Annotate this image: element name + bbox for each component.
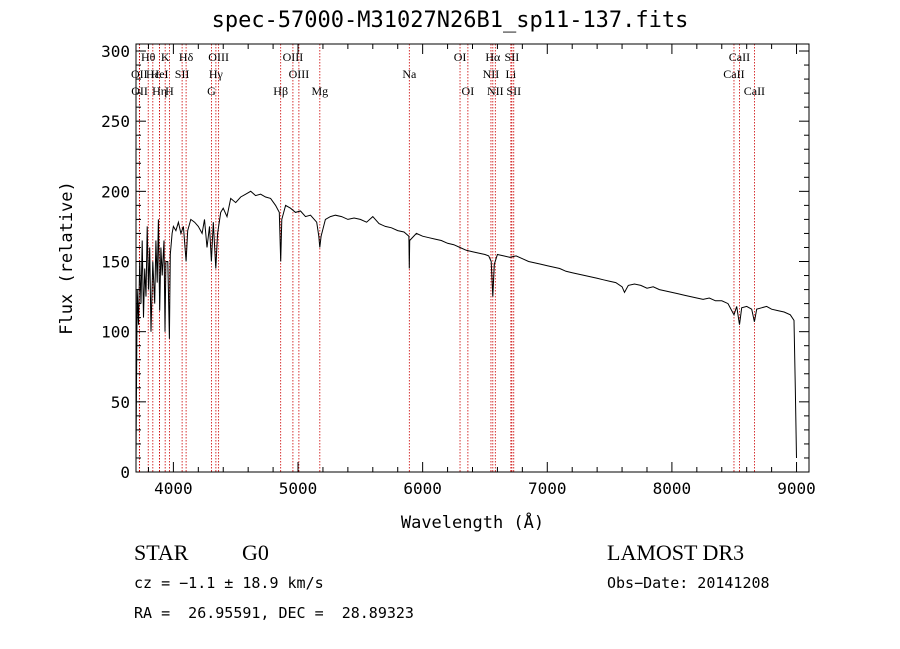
object-class: STAR: [134, 540, 189, 565]
y-axis-label: Flux (relative): [57, 181, 77, 335]
line-label: Hγ: [209, 67, 224, 81]
line-label: HeI: [151, 67, 169, 81]
line-label: SII: [505, 50, 520, 64]
line-label: OII: [131, 84, 148, 98]
line-label: SII: [175, 67, 190, 81]
x-tick-label: 5000: [279, 479, 318, 498]
spectrum-line: [135, 190, 797, 459]
line-label: SII: [506, 84, 521, 98]
line-label: OII: [131, 67, 148, 81]
line-label: H: [165, 84, 174, 98]
line-label: Na: [402, 67, 417, 81]
y-tick-label: 0: [120, 463, 130, 482]
plot-frame: [135, 43, 810, 473]
y-tick-label: 100: [101, 323, 130, 342]
coordinates: RA = 26.95591, DEC = 28.89323: [134, 604, 414, 622]
line-label: Li: [506, 67, 517, 81]
line-label: OIII: [289, 67, 310, 81]
line-label: Hθ: [141, 50, 156, 64]
x-axis-label: Wavelength (Å): [401, 511, 544, 533]
redshift-velocity: cz = −1.1 ± 18.9 km/s: [134, 574, 324, 592]
line-label: Hη: [152, 84, 167, 98]
chart-title: spec-57000-M31027N26B1_sp11-137.fits: [211, 8, 689, 33]
y-tick-label: 50: [111, 393, 130, 412]
line-label: G: [207, 84, 216, 98]
observation-date: Obs−Date: 20141208: [607, 574, 770, 592]
line-label: NII: [487, 84, 504, 98]
line-label: CaII: [744, 84, 765, 98]
x-tick-label: 8000: [653, 479, 692, 498]
x-tick-label: 7000: [528, 479, 567, 498]
x-tick-label: 9000: [777, 479, 816, 498]
line-label: Hε: [146, 67, 160, 81]
line-label: Hβ: [273, 84, 288, 98]
line-marker-layer: [138, 44, 755, 472]
line-label: OIII: [208, 50, 229, 64]
line-label: OI: [462, 84, 475, 98]
line-label: CaII: [729, 50, 750, 64]
line-label: CaII: [723, 67, 744, 81]
line-label: K: [161, 50, 170, 64]
y-tick-label: 200: [101, 182, 130, 201]
x-tick-label: 4000: [154, 479, 193, 498]
object-subclass: G0: [242, 540, 269, 565]
y-tick-label: 250: [101, 112, 130, 131]
line-label: NII: [483, 67, 500, 81]
line-label: Mg: [311, 84, 328, 98]
survey-name: LAMOST DR3: [607, 540, 745, 565]
y-tick-label: 300: [101, 42, 130, 61]
line-label: OIII: [283, 50, 304, 64]
line-label: OI: [454, 50, 467, 64]
line-label: Hα: [485, 50, 501, 64]
x-tick-label: 6000: [403, 479, 442, 498]
tick-layer: 4000 5000 6000 7000 8000 9000 0 50 100 150 200 250 3…: [101, 42, 816, 498]
y-tick-label: 150: [101, 253, 130, 272]
line-label: Hδ: [179, 50, 194, 64]
